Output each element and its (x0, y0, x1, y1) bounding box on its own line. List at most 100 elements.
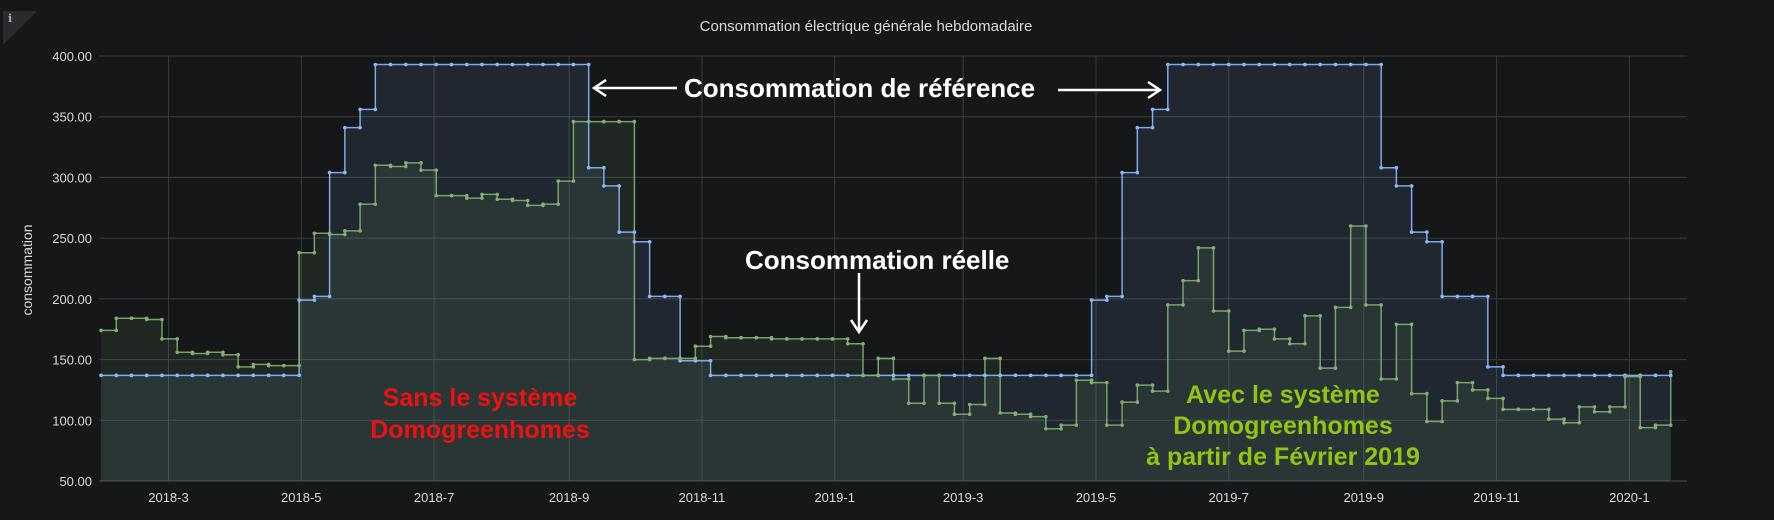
data-point (1150, 383, 1155, 387)
annotation-with-line1: Avec le système (1186, 381, 1380, 409)
data-point (952, 412, 957, 417)
data-point (1486, 365, 1490, 369)
y-tick-label: 350.00 (52, 110, 92, 125)
panel-info-corner[interactable] (3, 11, 37, 45)
data-point (845, 341, 850, 346)
info-icon[interactable]: i (8, 12, 13, 25)
data-point (1059, 423, 1063, 427)
data-point (1440, 294, 1444, 299)
data-point (1607, 405, 1612, 409)
data-point (1257, 62, 1262, 67)
data-point (266, 373, 271, 378)
data-point (251, 373, 256, 378)
data-point (144, 373, 149, 378)
data-point (1150, 389, 1155, 393)
data-point (693, 344, 698, 349)
data-point (464, 196, 469, 200)
data-point (175, 337, 179, 341)
annotation-with-line2: Domogreenhomes (1173, 412, 1393, 440)
data-point (556, 62, 560, 67)
data-point (343, 125, 347, 130)
annotation-with-system: Avec le système Domogreenhomes à partir … (1146, 380, 1420, 473)
data-point (1623, 374, 1627, 379)
annotation-reference: Consommation de référence (684, 73, 1036, 103)
data-point (1135, 170, 1140, 175)
data-point (373, 107, 378, 112)
data-point (1379, 377, 1383, 381)
data-point (1226, 349, 1231, 353)
data-point (129, 373, 134, 378)
data-point (312, 231, 317, 236)
y-tick-label: 50.00 (59, 474, 92, 489)
data-point (1562, 373, 1566, 378)
data-point (1166, 62, 1170, 67)
data-point (571, 62, 576, 67)
data-point (1455, 294, 1460, 299)
data-point (1303, 341, 1307, 346)
data-point (1547, 373, 1551, 378)
data-point (1486, 294, 1490, 299)
data-point (1303, 314, 1307, 318)
data-point (1379, 165, 1383, 170)
data-point (1211, 246, 1216, 250)
data-point (1501, 407, 1505, 412)
data-point (983, 402, 987, 407)
data-point (678, 356, 682, 361)
data-point (1303, 62, 1307, 67)
data-point (1242, 62, 1246, 67)
data-point (358, 125, 362, 130)
data-point (906, 377, 911, 381)
data-point (1577, 405, 1582, 409)
data-point (1318, 314, 1322, 318)
data-point (373, 202, 378, 206)
x-axis-ticks: 2018-3 2018-5 2018-7 2018-9 2018-11 2019-1 201… (148, 490, 1649, 505)
data-point (632, 230, 637, 234)
data-point (434, 193, 439, 198)
data-point (129, 316, 134, 321)
data-point (1394, 184, 1399, 188)
data-point (1272, 62, 1277, 67)
data-point (1501, 396, 1505, 401)
data-point (1668, 373, 1673, 378)
data-point (1607, 373, 1612, 378)
data-point (1089, 373, 1094, 378)
data-point (114, 316, 119, 321)
x-tick-label: 2018-5 (281, 490, 321, 505)
data-point (708, 334, 713, 339)
x-tick-label: 2018-3 (148, 490, 188, 505)
data-point (419, 168, 423, 172)
data-point (1105, 294, 1109, 299)
series-fills (101, 64, 1671, 482)
data-point (1425, 419, 1429, 424)
data-point (510, 198, 515, 203)
data-point (647, 294, 652, 299)
data-point (586, 165, 591, 170)
data-point (464, 62, 469, 67)
data-point (1211, 62, 1216, 67)
data-point (1074, 423, 1079, 427)
data-point (1211, 309, 1216, 313)
data-point (891, 373, 896, 378)
data-point (282, 363, 286, 368)
data-point (663, 356, 667, 361)
data-point (1059, 426, 1063, 431)
data-point (876, 373, 881, 378)
data-point (1333, 62, 1338, 67)
data-point (144, 317, 149, 322)
data-point (343, 229, 347, 233)
data-point (861, 373, 865, 378)
x-tick-label: 2018-11 (679, 490, 726, 505)
data-point (1272, 327, 1277, 332)
data-point (404, 62, 408, 67)
annotation-without-system: Sans le système Domogreenhomes (370, 382, 589, 446)
data-point (1440, 419, 1444, 424)
data-point (1135, 383, 1140, 387)
data-point (343, 170, 347, 175)
data-point (434, 62, 439, 67)
data-point (1592, 409, 1597, 414)
data-point (1623, 405, 1627, 409)
data-point (708, 373, 713, 378)
data-point (327, 232, 332, 237)
data-point (724, 373, 728, 378)
